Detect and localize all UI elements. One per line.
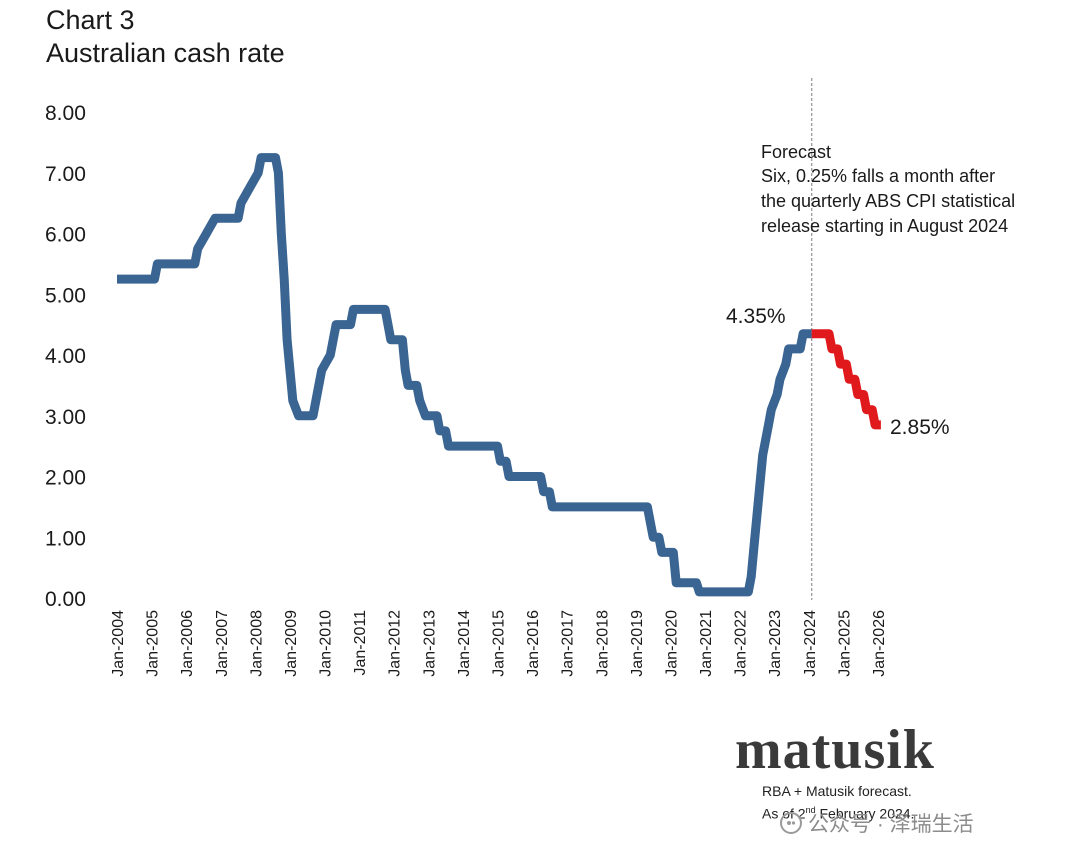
watermark-text: 公众号 · 泽瑞生活 [808, 813, 974, 836]
x-tick-label: Jan-2008 [248, 610, 265, 677]
x-tick-label: Jan-2006 [179, 610, 196, 677]
forecast-heading: Forecast [761, 142, 831, 162]
x-tick-label: Jan-2022 [733, 610, 750, 677]
x-tick-label: Jan-2007 [214, 610, 231, 677]
x-tick-label: Jan-2009 [283, 610, 300, 677]
x-tick-label: Jan-2026 [871, 610, 888, 677]
x-tick-label: Jan-2014 [456, 610, 473, 677]
x-tick-label: Jan-2015 [491, 610, 508, 677]
chart-title: Australian cash rate [46, 38, 285, 68]
label-current-rate: 4.35% [726, 305, 786, 328]
forecast-series-line [811, 329, 881, 430]
x-tick-label: Jan-2020 [663, 610, 680, 677]
y-tick-label: 7.00 [45, 163, 86, 186]
x-tick-label: Jan-2011 [352, 610, 369, 676]
x-tick-label: Jan-2023 [767, 610, 784, 677]
y-tick-label: 6.00 [45, 224, 86, 247]
y-tick-label: 3.00 [45, 406, 86, 429]
x-tick-label: Jan-2016 [525, 610, 542, 677]
watermark: 公众号 · 泽瑞生活 [780, 808, 974, 838]
wechat-icon [780, 812, 802, 834]
x-tick-label: Jan-2005 [145, 610, 162, 677]
chart-title-block: Chart 3 Australian cash rate [46, 4, 285, 70]
x-tick-label: Jan-2017 [560, 610, 577, 677]
x-tick-label: Jan-2019 [629, 610, 646, 677]
x-tick-label: Jan-2018 [594, 610, 611, 677]
y-tick-label: 1.00 [45, 527, 86, 550]
label-forecast-end-rate: 2.85% [890, 416, 950, 439]
actual-series-line [117, 153, 812, 597]
credit-line-1: RBA + Matusik forecast. [762, 783, 912, 799]
y-tick-label: 0.00 [45, 588, 86, 611]
brand-logo: matusik [735, 719, 935, 781]
y-tick-label: 2.00 [45, 467, 86, 490]
y-tick-label: 5.00 [45, 284, 86, 307]
source-credit: RBA + Matusik forecast. As of 2nd Februa… [762, 782, 914, 824]
x-tick-label: Jan-2013 [421, 610, 438, 677]
y-tick-label: 4.00 [45, 345, 86, 368]
x-tick-label: Jan-2012 [387, 610, 404, 677]
x-tick-label: Jan-2010 [318, 610, 335, 677]
x-tick-label: Jan-2024 [802, 610, 819, 677]
forecast-note-line: release starting in August 2024 [761, 216, 1008, 236]
chart-number: Chart 3 [46, 5, 135, 35]
forecast-note-line: the quarterly ABS CPI statistical [761, 191, 1015, 211]
forecast-note-line: Six, 0.25% falls a month after [761, 166, 995, 186]
x-tick-label: Jan-2025 [836, 610, 853, 677]
x-tick-label: Jan-2021 [698, 610, 715, 677]
x-tick-label: Jan-2004 [110, 610, 127, 677]
y-tick-label: 8.00 [45, 102, 86, 125]
